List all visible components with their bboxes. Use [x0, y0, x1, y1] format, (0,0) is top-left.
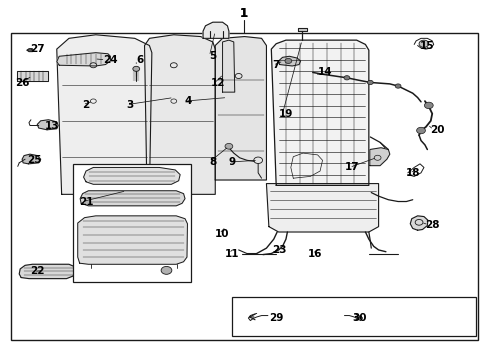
Polygon shape	[222, 40, 234, 92]
Text: 9: 9	[228, 157, 235, 167]
Text: 22: 22	[30, 266, 44, 276]
Text: 8: 8	[209, 157, 216, 167]
Text: 19: 19	[278, 109, 292, 119]
Text: 28: 28	[424, 220, 439, 230]
Polygon shape	[22, 154, 41, 164]
Polygon shape	[266, 184, 378, 232]
Text: 26: 26	[15, 78, 30, 88]
Polygon shape	[83, 167, 180, 184]
Text: 7: 7	[272, 60, 279, 70]
Circle shape	[416, 127, 425, 134]
Circle shape	[285, 58, 291, 63]
Circle shape	[394, 84, 400, 88]
Polygon shape	[215, 37, 266, 180]
Polygon shape	[298, 28, 306, 31]
Text: 2: 2	[82, 100, 89, 110]
Text: 27: 27	[30, 44, 44, 54]
Text: 4: 4	[184, 96, 192, 106]
Circle shape	[424, 102, 432, 109]
Text: 11: 11	[224, 248, 239, 258]
Text: 6: 6	[136, 55, 143, 65]
Circle shape	[366, 80, 372, 85]
Polygon shape	[57, 35, 152, 194]
Polygon shape	[203, 22, 228, 39]
Text: 1: 1	[239, 7, 247, 20]
Polygon shape	[144, 35, 215, 194]
Text: 12: 12	[210, 78, 224, 88]
Polygon shape	[278, 56, 300, 66]
Circle shape	[133, 66, 140, 71]
Bar	[232, 297, 475, 336]
Bar	[73, 164, 190, 282]
Polygon shape	[19, 264, 76, 279]
Circle shape	[28, 49, 32, 51]
Text: 5: 5	[209, 51, 216, 61]
Text: 20: 20	[429, 125, 444, 135]
Polygon shape	[409, 216, 427, 230]
Polygon shape	[80, 191, 184, 206]
Text: 14: 14	[317, 67, 331, 77]
Text: 13: 13	[44, 121, 59, 131]
Text: 29: 29	[268, 313, 283, 323]
Polygon shape	[37, 120, 58, 130]
Text: 10: 10	[215, 229, 229, 239]
Text: 18: 18	[405, 168, 419, 178]
Polygon shape	[271, 40, 368, 185]
Circle shape	[224, 143, 232, 149]
Polygon shape	[17, 71, 48, 81]
Circle shape	[343, 76, 349, 80]
Text: 25: 25	[27, 155, 42, 165]
Text: 3: 3	[126, 100, 133, 110]
Text: 15: 15	[419, 41, 434, 50]
Polygon shape	[369, 148, 389, 166]
Text: 30: 30	[351, 313, 366, 323]
Polygon shape	[57, 53, 110, 66]
Circle shape	[418, 40, 428, 47]
Circle shape	[161, 266, 171, 274]
Polygon shape	[78, 216, 187, 264]
Text: 1: 1	[239, 7, 247, 20]
Polygon shape	[27, 49, 33, 51]
Text: 23: 23	[272, 245, 286, 255]
Text: 17: 17	[344, 162, 358, 172]
Text: 16: 16	[307, 248, 322, 258]
Text: 24: 24	[103, 55, 118, 65]
Bar	[11, 33, 477, 339]
Text: 21: 21	[79, 197, 93, 207]
